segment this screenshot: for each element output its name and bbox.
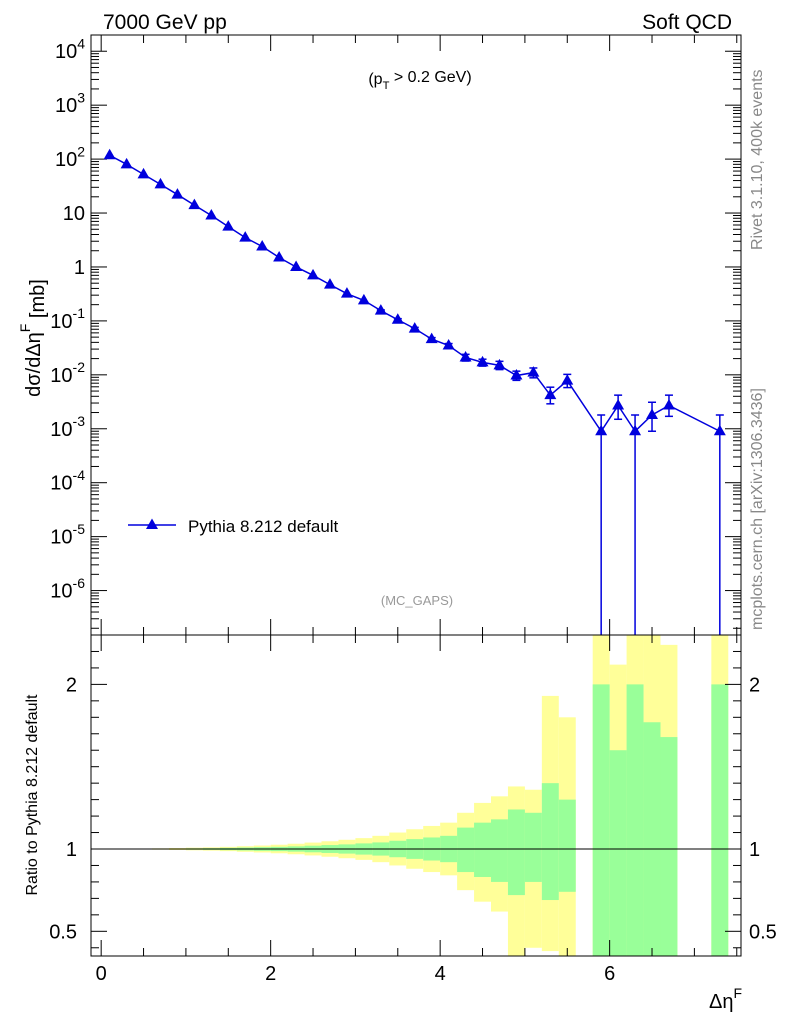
data-point-triangle — [222, 220, 235, 231]
x-axis-label: ΔηF​ — [709, 985, 742, 1013]
inner-band-bin — [558, 799, 576, 892]
y-tick-label: 10 — [63, 203, 85, 225]
data-point-triangle — [120, 157, 133, 169]
x-tick-label: 0 — [96, 963, 107, 985]
data-point-triangle — [205, 209, 218, 220]
mc-series-curve — [109, 154, 721, 433]
data-point-triangle — [595, 424, 608, 436]
y-tick-label: 1 — [74, 257, 85, 279]
ratio-y-tick-label-right: 2 — [749, 674, 760, 696]
data-point-triangle — [239, 231, 252, 242]
data-point-triangle — [154, 177, 167, 189]
data-point-triangle — [340, 287, 353, 298]
main-y-axis-label: dσ/dΔηF​ [mb] — [17, 279, 49, 397]
data-point-triangle — [646, 408, 659, 419]
data-point-triangle — [307, 268, 320, 280]
data-point-triangle — [510, 369, 523, 380]
legend-marker-triangle-icon — [146, 518, 158, 529]
inner-band-bin — [626, 684, 644, 956]
mc-markers — [103, 148, 726, 436]
data-point-triangle — [103, 148, 116, 160]
y-tick-label: 10-1​ — [50, 305, 85, 333]
data-point-triangle — [442, 338, 455, 350]
y-tick-label: 10-6​ — [50, 575, 85, 603]
data-point-triangle — [374, 304, 387, 315]
data-point-triangle — [290, 260, 303, 271]
ratio-y-tick-label: 1 — [66, 839, 77, 861]
main-y-tick-labels: 104​ 103​ 102​ 10 1 10-1​ 10-2​ 10-3​ 10-4​ 10-5​… — [50, 35, 85, 602]
inner-band-bin — [643, 722, 661, 956]
inner-band-bin — [711, 684, 729, 956]
data-point-triangle — [493, 358, 506, 370]
legend-entry-label: Pythia 8.212 default — [188, 517, 339, 536]
ratio-y-tick-labels: 0.5 0.5 1 1 2 2 — [49, 674, 777, 943]
ratio-x-tick-labels: 0 2 4 6 — [96, 963, 616, 985]
ratio-frame — [90, 634, 742, 957]
process-label: Soft QCD — [642, 11, 732, 34]
data-point-triangle — [544, 388, 557, 400]
ratio-y-axis-label: Ratio to Pythia 8.212 default — [24, 694, 41, 896]
ratio-panel: 0.5 0.5 1 1 2 2 0 2 4 6 Ratio to Pythia 8.212 de… — [24, 634, 777, 1013]
x-tick-label: 6 — [604, 963, 615, 985]
data-point-triangle — [391, 313, 404, 324]
data-point-triangle — [323, 278, 336, 289]
y-tick-label: 103​ — [55, 89, 85, 117]
data-point-triangle — [408, 322, 421, 333]
data-point-triangle — [188, 198, 201, 210]
x-tick-label: 2 — [265, 963, 276, 985]
inner-band-bin — [491, 819, 508, 882]
data-point-triangle — [256, 239, 269, 251]
ratio-y-tick-label: 0.5 — [49, 921, 77, 943]
y-tick-label: 10-3​ — [50, 413, 85, 441]
legend: Pythia 8.212 default — [128, 517, 339, 536]
ratio-y-tick-label-right: 0.5 — [749, 921, 777, 943]
y-tick-label: 10-2​ — [50, 359, 85, 387]
y-tick-label: 10-4​ — [50, 467, 85, 495]
data-point-triangle — [713, 424, 726, 436]
series-line — [109, 154, 721, 433]
inner-band-bin — [660, 737, 678, 956]
ratio-y-tick-label: 2 — [66, 674, 77, 696]
inner-band-bin — [609, 750, 627, 956]
data-point-triangle — [425, 332, 438, 344]
main-frame — [90, 34, 742, 636]
main-panel: 104​ 103​ 102​ 10 1 10-1​ 10-2​ 10-3​ 10-4​ 10-5​… — [17, 34, 742, 636]
y-tick-label: 10-5​ — [50, 521, 85, 549]
mc-error-bars — [376, 309, 724, 635]
data-point-triangle — [476, 355, 489, 367]
data-point-triangle — [137, 167, 150, 179]
analysis-name-label: (MC_GAPS) — [381, 593, 453, 608]
data-point-triangle — [629, 424, 642, 436]
ratio-inner-band — [101, 684, 729, 956]
inner-band-bin — [507, 809, 525, 896]
inner-band-bin — [457, 827, 475, 873]
data-point-triangle — [527, 366, 540, 377]
ratio-y-tick-label-right: 1 — [749, 839, 760, 861]
data-point-triangle — [357, 293, 370, 305]
inner-band-bin — [524, 812, 542, 882]
beam-energy-label: 7000 GeV pp — [103, 11, 227, 34]
pt-cut-label: (pT​ > 0.2 GeV) — [368, 69, 471, 92]
rivet-version-label: Rivet 3.1.10, 400k events — [749, 69, 766, 250]
data-point-triangle — [273, 250, 286, 262]
y-tick-label: 104​ — [55, 35, 85, 63]
data-point-triangle — [459, 350, 472, 362]
inner-band-bin — [541, 783, 559, 901]
data-point-triangle — [171, 188, 184, 199]
x-tick-label: 4 — [435, 963, 446, 985]
mcplots-reference-label: mcplots.cern.ch [arXiv:1306.3436] — [749, 388, 766, 630]
data-point-triangle — [561, 374, 574, 385]
inner-band-bin — [474, 822, 491, 877]
data-point-triangle — [662, 399, 675, 410]
y-tick-label: 102​ — [55, 143, 85, 171]
inner-band-bin — [592, 684, 610, 956]
data-point-triangle — [612, 399, 625, 410]
ratio-ticks — [91, 635, 741, 956]
main-ticks — [91, 34, 741, 635]
